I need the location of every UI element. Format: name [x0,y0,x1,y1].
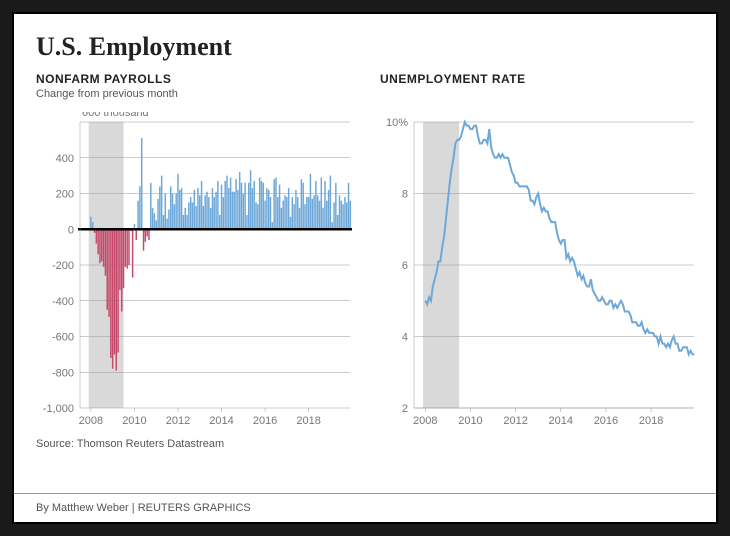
source-text: Source: Thomson Reuters Datastream [36,438,356,450]
svg-text:2010: 2010 [122,415,146,427]
svg-text:-600: -600 [52,332,74,344]
svg-text:2016: 2016 [594,415,618,427]
charts-row: NONFARM PAYROLLS Change from previous mo… [36,72,694,450]
main-title: U.S. Employment [36,32,694,62]
svg-text:0: 0 [68,224,74,236]
svg-text:400: 400 [56,153,74,165]
svg-text:600 thousand: 600 thousand [82,112,149,119]
svg-text:200: 200 [56,189,74,201]
svg-text:2016: 2016 [253,415,277,427]
svg-text:2: 2 [402,403,408,415]
svg-text:2014: 2014 [549,415,573,427]
payrolls-column: NONFARM PAYROLLS Change from previous mo… [36,72,356,450]
unemployment-chart: 2 4 6 8 10% 2008 2010 2012 2014 2016 2018 [380,112,700,432]
svg-text:-200: -200 [52,260,74,272]
svg-text:2010: 2010 [458,415,482,427]
svg-text:6: 6 [402,260,408,272]
byline-text: By Matthew Weber | REUTERS GRAPHICS [36,502,694,514]
svg-text:8: 8 [402,189,408,201]
svg-text:10%: 10% [386,117,408,129]
svg-text:-400: -400 [52,296,74,308]
svg-text:2014: 2014 [209,415,233,427]
payrolls-chart: -1,000 -800 -600 -400 -200 0 200 400 600 thousan… [36,112,356,432]
unemployment-title: UNEMPLOYMENT RATE [380,72,700,86]
svg-text:-1,000: -1,000 [43,403,74,415]
svg-text:2018: 2018 [296,415,320,427]
unemployment-column: UNEMPLOYMENT RATE 2 4 6 8 10% 2008 2010 2012 201… [380,72,700,450]
svg-text:2018: 2018 [639,415,663,427]
svg-text:2008: 2008 [413,415,437,427]
payrolls-subtitle: Change from previous month [36,88,356,100]
payrolls-title: NONFARM PAYROLLS [36,72,356,86]
unemployment-spacer [380,88,700,100]
svg-text:-800: -800 [52,367,74,379]
chart-panel: U.S. Employment NONFARM PAYROLLS Change … [12,12,718,524]
svg-text:2008: 2008 [79,415,103,427]
svg-text:4: 4 [402,332,408,344]
svg-text:2012: 2012 [166,415,190,427]
byline-wrap: By Matthew Weber | REUTERS GRAPHICS [14,493,716,522]
svg-text:2012: 2012 [503,415,527,427]
